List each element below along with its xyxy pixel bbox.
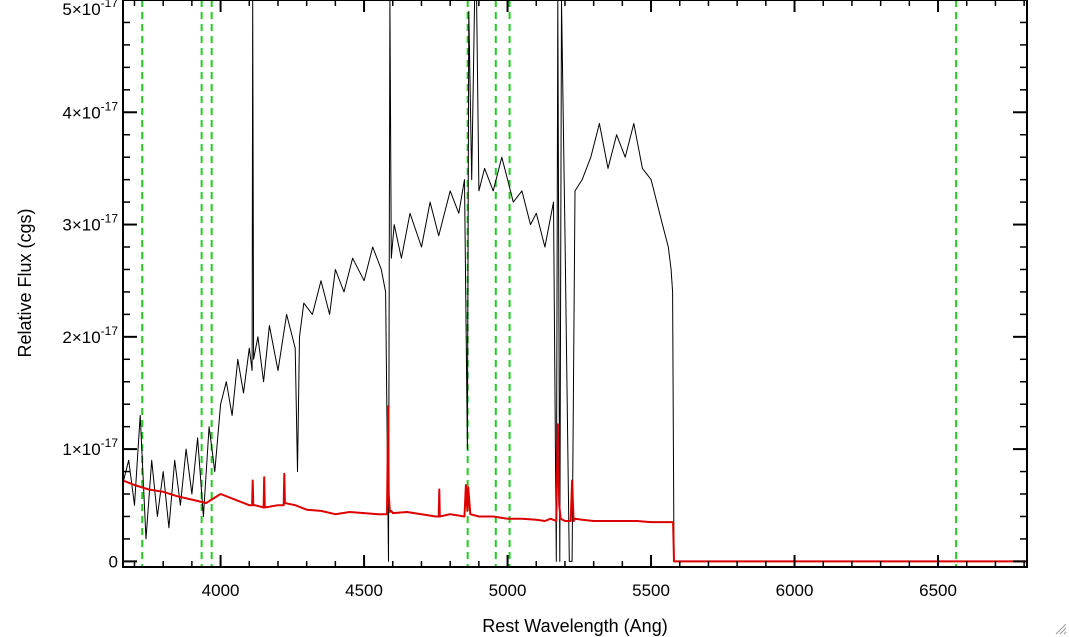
axes-frame: [122, 0, 1028, 568]
x-axis-title: Rest Wavelength (Ang): [482, 616, 667, 636]
x-tick-label: 6500: [919, 581, 957, 600]
x-tick-labels: 4000 4500 5000 5500 6000 6500: [202, 581, 957, 600]
x-tick-label: 6000: [776, 581, 814, 600]
y-tick-label: 3×10-17: [62, 212, 118, 235]
y-tick-labels: 0 1×10-17 2×10-17 3×10-17 4×10-17 5×10-17: [62, 0, 118, 571]
series-line-0: [122, 0, 1025, 562]
plot-area: [123, 0, 1027, 567]
x-tick-label: 4000: [202, 581, 240, 600]
tick-marks: [123, 0, 1027, 567]
y-axis-title: Relative Flux (cgs): [15, 208, 35, 357]
x-tick-label: 5500: [632, 581, 670, 600]
line-markers: [141, 0, 958, 567]
y-tick-label: 4×10-17: [62, 99, 118, 122]
series-line-1: [122, 405, 1027, 563]
y-tick-label: 5×10-17: [62, 0, 118, 19]
plot-frame: [122, 0, 1028, 568]
y-tick-label: 0: [109, 552, 118, 571]
x-tick-label: 5000: [489, 581, 527, 600]
series-group: [122, 0, 1027, 563]
y-tick-label: 1×10-17: [62, 436, 118, 459]
y-tick-label: 2×10-17: [62, 324, 118, 347]
x-tick-label: 4500: [345, 581, 383, 600]
resize-grip-icon[interactable]: [1053, 621, 1067, 635]
